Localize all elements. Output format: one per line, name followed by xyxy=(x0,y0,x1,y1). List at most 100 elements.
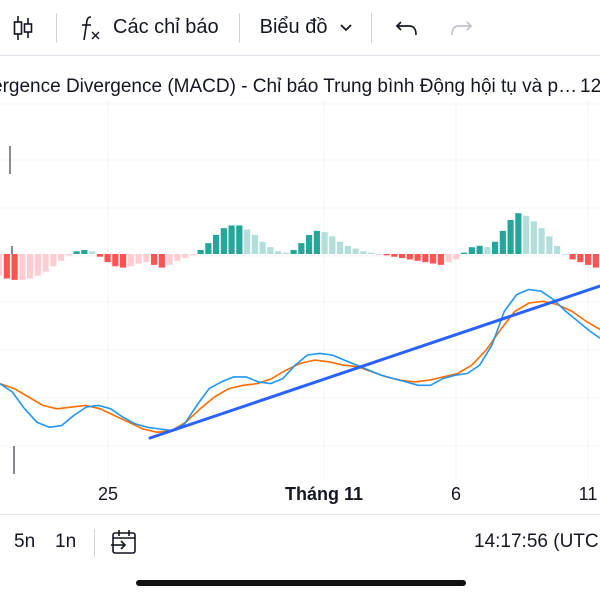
range-1n-button[interactable]: 1n xyxy=(55,531,77,552)
histogram-bar xyxy=(329,236,336,254)
macd-line xyxy=(0,288,600,432)
histogram-bar xyxy=(585,254,592,265)
chart-type-label: Biểu đồ xyxy=(259,16,328,38)
histogram-bar xyxy=(50,254,57,267)
histogram-bar xyxy=(65,254,72,256)
histogram-bar xyxy=(523,215,530,254)
histogram-bar xyxy=(290,249,297,254)
histogram-bar xyxy=(236,225,243,254)
histogram-bar xyxy=(592,254,599,268)
histogram-bar xyxy=(561,254,568,255)
indicators-label: Các chỉ báo xyxy=(113,16,219,38)
home-indicator xyxy=(136,580,466,586)
histogram-bar xyxy=(577,254,584,263)
tick-label: 6 xyxy=(450,484,462,504)
trend-line xyxy=(148,284,600,440)
toolbar-separator xyxy=(94,529,95,557)
histogram-bar xyxy=(73,251,80,254)
histogram-bar xyxy=(282,252,289,254)
macd-chart[interactable] xyxy=(0,56,600,512)
histogram-bar xyxy=(406,254,413,260)
histogram-bar xyxy=(251,234,258,254)
histogram-bar xyxy=(3,254,10,279)
histogram-bar xyxy=(267,247,274,254)
histogram-bar xyxy=(298,243,305,254)
histogram-bar xyxy=(476,245,483,254)
indicators-button[interactable]: Các chỉ báo xyxy=(79,0,219,56)
histogram-bar xyxy=(306,234,313,254)
tick-label: Tháng 11 xyxy=(284,484,364,504)
histogram-bar xyxy=(515,213,522,254)
histogram-bar xyxy=(538,228,545,254)
histogram-bar xyxy=(205,243,212,254)
histogram-bar xyxy=(19,254,26,280)
redo-icon xyxy=(451,20,473,35)
histogram-bar xyxy=(368,252,375,254)
histogram-bar xyxy=(89,251,96,254)
indicator-legend[interactable]: ergence Divergence (MACD) - Chỉ báo Trun… xyxy=(0,76,600,100)
histogram-bar xyxy=(313,230,320,254)
histogram-bar xyxy=(34,254,41,276)
histogram-bar xyxy=(81,249,88,254)
histogram-bar xyxy=(499,230,506,254)
histogram-bar xyxy=(461,252,468,254)
histogram-bar xyxy=(135,254,142,264)
histogram-bar xyxy=(437,254,444,265)
histogram-bar xyxy=(112,254,119,267)
fx-icon xyxy=(82,15,100,40)
histogram-bar xyxy=(352,248,359,254)
tick-label: 11 xyxy=(578,484,598,504)
histogram-bar xyxy=(182,254,189,259)
toolbar-separator xyxy=(56,12,57,43)
histogram-bar xyxy=(492,241,499,254)
histogram-bar xyxy=(213,234,220,254)
histogram-bar xyxy=(360,251,367,254)
histogram-bar xyxy=(189,254,196,256)
legend-value: 12 xyxy=(580,76,600,97)
histogram-bar xyxy=(11,254,18,280)
range-5n-button[interactable]: 5n xyxy=(14,531,36,552)
signal-line xyxy=(0,300,600,434)
histogram-bar xyxy=(453,254,460,260)
histogram-bar xyxy=(546,236,553,254)
histogram-bar xyxy=(58,254,65,261)
histogram-bar xyxy=(445,254,452,263)
redo-button[interactable] xyxy=(446,0,476,56)
histogram-bar xyxy=(430,254,437,264)
histogram-bar xyxy=(554,245,561,254)
histogram-bar xyxy=(151,254,158,265)
histogram-bar xyxy=(96,254,103,257)
histogram-bar xyxy=(507,220,514,254)
goto-date-icon[interactable] xyxy=(110,527,140,557)
undo-button[interactable] xyxy=(392,0,422,56)
histogram-bar xyxy=(0,254,3,276)
histogram-bar xyxy=(375,254,382,255)
histogram-bar xyxy=(391,254,398,257)
candlestick-icon xyxy=(13,15,33,40)
tick-label: 25 xyxy=(97,484,119,504)
clock-time[interactable]: 14:17:56 (UTC xyxy=(474,531,599,552)
histogram-bar xyxy=(27,254,34,279)
histogram-bar xyxy=(166,254,173,265)
histogram-bar xyxy=(275,251,282,254)
chart-type-button[interactable]: Biểu đồ xyxy=(260,0,354,56)
histogram-bar xyxy=(399,254,406,259)
histogram-bar xyxy=(120,254,127,268)
histogram-bar xyxy=(383,254,390,256)
histogram-bar xyxy=(337,241,344,254)
histogram-bar xyxy=(104,254,111,263)
time-axis[interactable]: 25 Tháng 11 6 11 xyxy=(0,480,600,510)
candles-button[interactable] xyxy=(0,0,46,56)
legend-title: ergence Divergence (MACD) - Chỉ báo Trun… xyxy=(0,76,578,97)
histogram-bar xyxy=(321,232,328,254)
histogram-bar xyxy=(244,229,251,254)
histogram-bar xyxy=(143,254,150,263)
toolbar-separator xyxy=(371,12,373,43)
histogram-bar xyxy=(344,245,351,254)
histogram-bar xyxy=(197,249,204,254)
histogram-bar xyxy=(259,241,266,254)
histogram-bar xyxy=(530,221,537,254)
histogram-bar xyxy=(42,254,49,272)
histogram-bar xyxy=(127,254,134,267)
histogram-bar xyxy=(158,254,165,268)
